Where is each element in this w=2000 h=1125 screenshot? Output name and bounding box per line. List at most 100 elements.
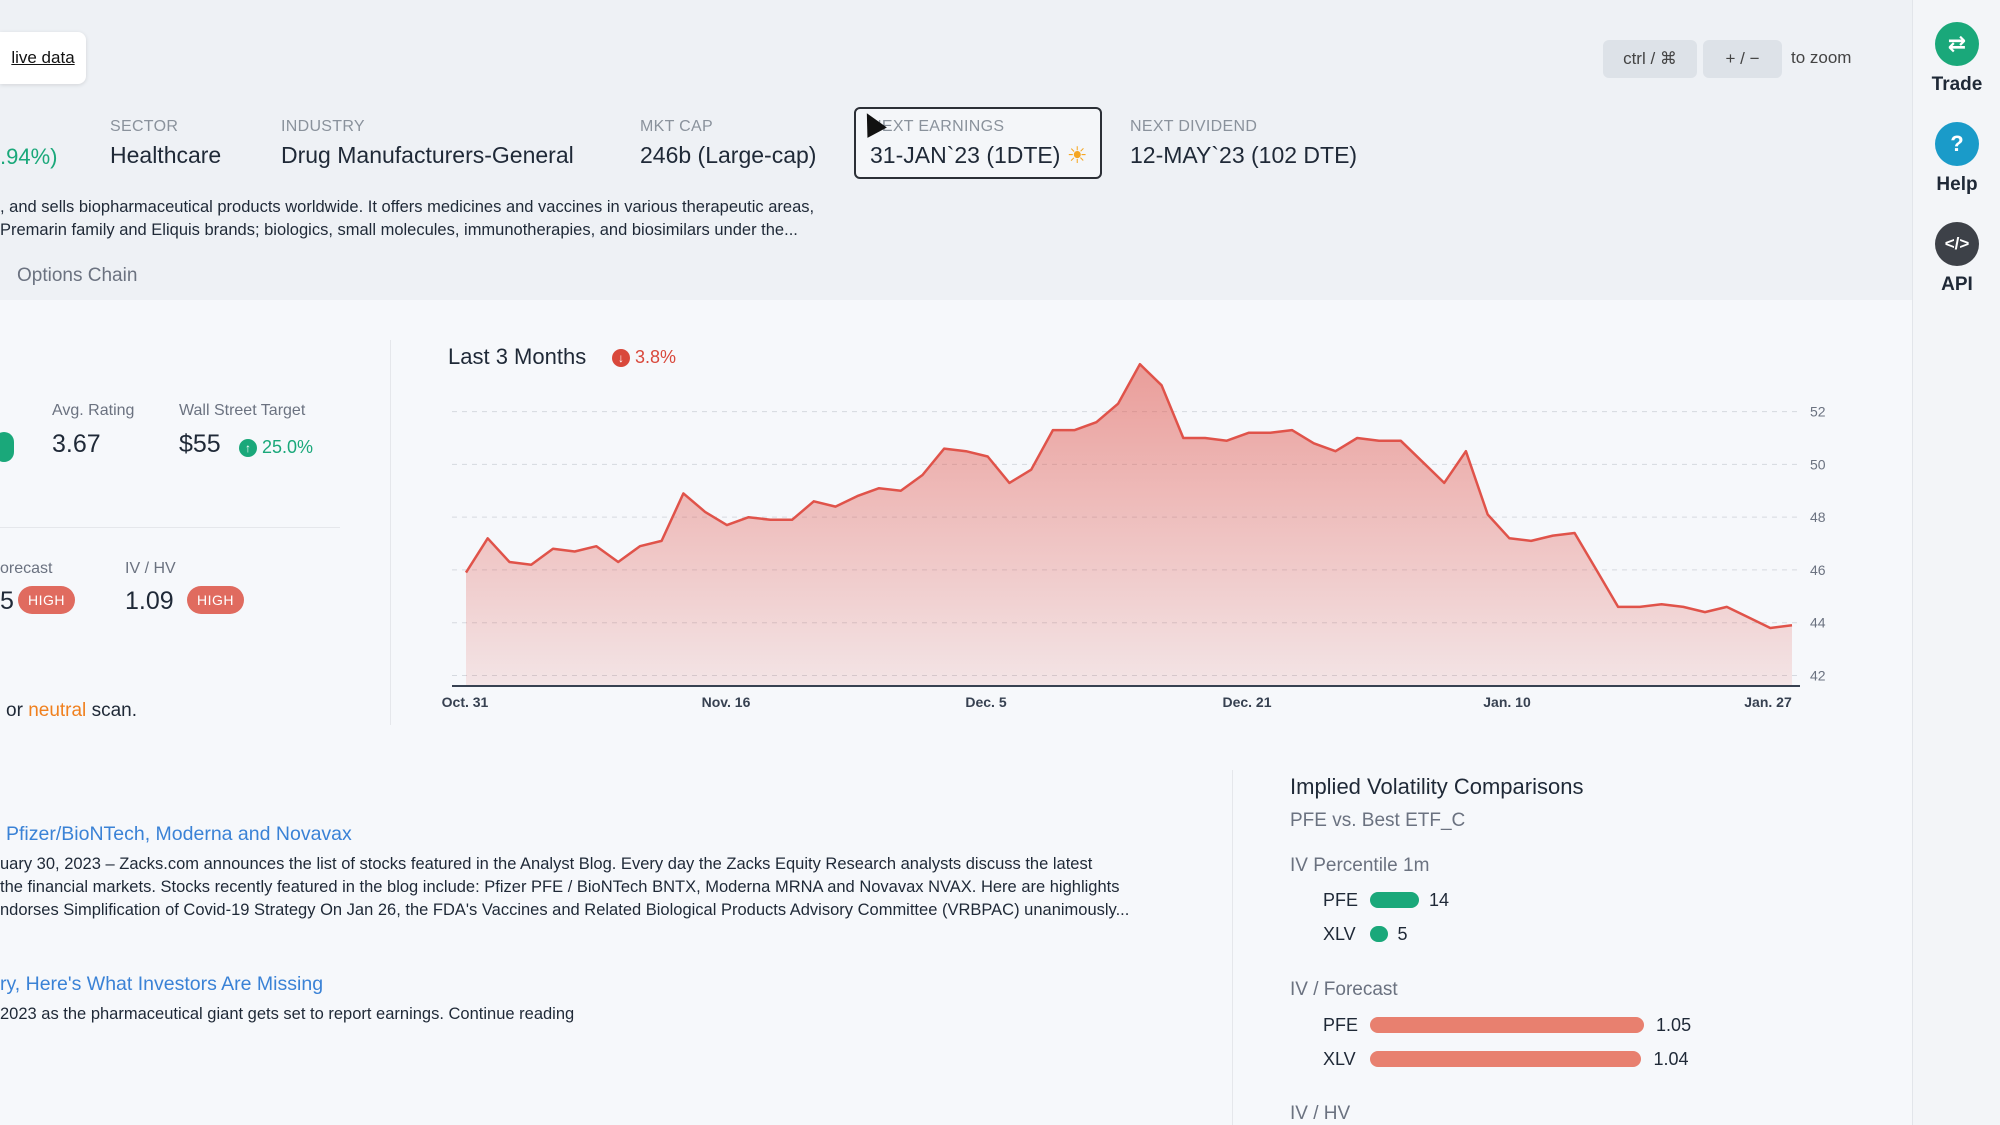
forecast-badge: HIGH (18, 586, 75, 614)
iv-percentile-pfe-symbol: PFE (1323, 890, 1359, 910)
mktcap-label: MKT CAP (640, 118, 713, 135)
avg-rating-value: 3.67 (52, 430, 101, 458)
news-2-line-1: 2023 as the pharmaceutical giant gets se… (0, 1005, 575, 1023)
industry-meta: INDUSTRY Drug Manufacturers-General (281, 118, 574, 169)
iv-forecast-xlv-value: 1.04 (1653, 1049, 1689, 1069)
iv-percentile-xlv-symbol: XLV (1323, 924, 1356, 944)
news-iv-divider (1232, 770, 1233, 1125)
zoom-plusminus-hint: + / − (1703, 40, 1782, 78)
stats-chart-divider (390, 340, 391, 725)
iv-forecast-pfe-value: 1.05 (1656, 1015, 1692, 1035)
live-data-link[interactable]: live data (0, 32, 86, 84)
industry-value: Drug Manufacturers-General (281, 142, 574, 168)
iv-percentile-pfe-bar (1370, 892, 1419, 908)
zoom-keys-hint: ctrl / ⌘ (1603, 40, 1697, 78)
target-pct: ↑ 25.0% (239, 437, 313, 458)
scan-prefix: or (6, 700, 23, 721)
earnings-meta[interactable]: NEXT EARNINGS 31-JAN`23 (1DTE) ☀ (870, 118, 1087, 169)
x-tick-label: Nov. 16 (702, 694, 751, 710)
rating-dot-icon (0, 432, 14, 462)
earnings-label: NEXT EARNINGS (870, 118, 1005, 135)
next-earnings-box[interactable] (854, 107, 1102, 179)
iv-comparisons-subtitle: PFE vs. Best ETF_C (1290, 810, 1466, 831)
trade-label: Trade (1931, 74, 1983, 95)
price-change-pct: .94%) (0, 144, 58, 169)
target-pct-value: 25.0% (262, 437, 314, 457)
target-label: Wall Street Target (179, 402, 306, 419)
iv-forecast-pfe-symbol: PFE (1323, 1015, 1359, 1035)
dividend-value: 12-MAY`23 (102 DTE) (1130, 142, 1358, 168)
y-tick-label: 50 (1810, 456, 1826, 472)
description-line-1: , and sells biopharmaceutical products w… (0, 198, 815, 216)
y-tick-label: 52 (1810, 404, 1826, 420)
scan-suffix: scan. (91, 700, 137, 721)
iv-percentile-pfe-value: 14 (1429, 890, 1450, 910)
y-tick-label: 44 (1810, 615, 1826, 631)
iv-percentile-label: IV Percentile 1m (1290, 855, 1430, 876)
sun-icon: ☀ (1066, 142, 1088, 168)
news-2-title[interactable]: ry, Here's What Investors Are Missing (0, 973, 324, 995)
y-tick-label: 46 (1810, 562, 1826, 578)
arrow-up-icon: ↑ (239, 438, 257, 457)
question-mark-icon: ? (1935, 122, 1979, 166)
help-button[interactable]: ? Help (1913, 122, 2000, 196)
iv-forecast-xlv-symbol: XLV (1323, 1049, 1356, 1069)
earnings-value: 31-JAN`23 (1DTE) (870, 142, 1061, 168)
mktcap-meta: MKT CAP 246b (Large-cap) (640, 118, 816, 169)
zoom-text: to zoom (1791, 48, 1852, 67)
right-rail: ⇄ Trade ? Help </> API (1912, 0, 2000, 1125)
description-line-2: Premarin family and Eliquis brands; biol… (0, 221, 798, 239)
swap-arrows-icon: ⇄ (1935, 22, 1979, 66)
code-brackets-icon: </> (1935, 222, 1979, 266)
tab-options-chain[interactable]: Options Chain (17, 265, 138, 286)
iv-percentile-xlv-bar (1370, 926, 1388, 942)
industry-label: INDUSTRY (281, 118, 365, 135)
company-description: , and sells biopharmaceutical products w… (0, 196, 900, 242)
news-1-line-1: uary 30, 2023 – Zacks.com announces the … (0, 855, 1093, 873)
x-tick-label: Dec. 21 (1222, 694, 1271, 710)
main-content (0, 300, 1912, 1125)
news-1-line-2: the financial markets. Stocks recently f… (0, 878, 1120, 896)
iv-forecast-pfe-bar (1370, 1017, 1645, 1033)
target-value: $55 (179, 430, 221, 458)
iv-forecast-xlv-bar (1370, 1051, 1642, 1067)
y-tick-label: 48 (1810, 509, 1826, 525)
trade-button[interactable]: ⇄ Trade (1913, 22, 2000, 96)
scan-sentence: or neutral scan. (6, 700, 137, 722)
sector-label: SECTOR (110, 118, 179, 135)
dividend-label: NEXT DIVIDEND (1130, 118, 1258, 135)
news-1-line-3: ndorses Simplification of Covid-19 Strat… (0, 901, 1130, 919)
news-1-title[interactable]: Pfizer/BioNTech, Moderna and Novavax (6, 823, 352, 845)
ivhv-value: 1.09 (125, 587, 174, 615)
api-label: API (1941, 274, 1973, 295)
forecast-label: orecast (0, 560, 53, 577)
arrow-down-icon: ↓ (612, 348, 630, 367)
x-tick-label: Oct. 31 (442, 694, 489, 710)
ivhv-label: IV / HV (125, 560, 176, 577)
api-button[interactable]: </> API (1913, 222, 2000, 296)
mktcap-value: 246b (Large-cap) (640, 142, 817, 168)
chart-change: ↓ 3.8% (612, 347, 676, 368)
x-tick-label: Jan. 10 (1483, 694, 1531, 710)
x-tick-label: Dec. 5 (965, 694, 1006, 710)
sector-value: Healthcare (110, 142, 222, 168)
stats-divider (0, 527, 340, 528)
iv-hv-label: IV / HV (1290, 1103, 1351, 1124)
chart-title: Last 3 Months (448, 344, 587, 369)
neutral-scan-link[interactable]: neutral (28, 700, 87, 721)
help-label: Help (1936, 174, 1978, 195)
avg-rating-label: Avg. Rating (52, 402, 135, 419)
iv-forecast-label: IV / Forecast (1290, 979, 1398, 1000)
iv-percentile-xlv-value: 5 (1397, 924, 1408, 944)
ivhv-badge: HIGH (187, 586, 244, 614)
x-tick-label: Jan. 27 (1744, 694, 1792, 710)
chart-change-value: 3.8% (635, 347, 677, 367)
price-line (464, 362, 1793, 630)
forecast-value: 5 (0, 587, 14, 615)
y-tick-label: 42 (1810, 667, 1826, 683)
earnings-value-row: 31-JAN`23 (1DTE) ☀ (870, 142, 1087, 169)
sector-meta: SECTOR Healthcare (110, 118, 221, 169)
price-area (466, 364, 1792, 686)
iv-comparisons-title: Implied Volatility Comparisons (1290, 774, 1584, 799)
